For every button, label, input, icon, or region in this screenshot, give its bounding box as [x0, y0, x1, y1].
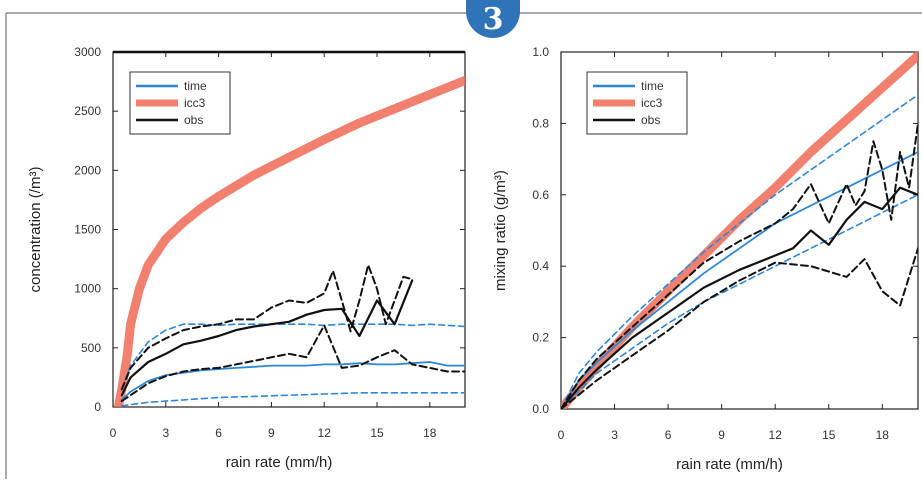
x-axis-label: rain rate (mm/h): [226, 454, 333, 471]
x-tick-label: 3: [611, 428, 618, 442]
x-tick-label: 3: [162, 426, 169, 440]
legend-label-time: time: [184, 79, 207, 93]
legend-label-icc3: icc3: [184, 96, 206, 110]
y-tick-label: 3000: [74, 45, 101, 59]
series-line-obs-upper: [122, 265, 412, 389]
y-tick-label: 2000: [74, 163, 101, 177]
x-tick-label: 0: [558, 428, 565, 442]
x-tick-label: 6: [215, 426, 222, 440]
y-tick-label: 0.4: [532, 259, 549, 273]
series-line-time-upper: [561, 95, 918, 409]
x-tick-label: 18: [423, 426, 437, 440]
y-tick-label: 0.2: [532, 331, 549, 345]
y-tick-label: 0.0: [532, 402, 549, 416]
concentration-panel: 0 3 6 9 12 15 18 0 500 1000 1500 2000 2500 3000 rain r…: [27, 45, 465, 471]
x-tick-label: 12: [769, 428, 783, 442]
mixing-ratio-panel: 0 3 6 9 12 15 18 0.0 0.2 0.4 0.6 0.8 1.0 rain rate (m…: [492, 45, 918, 473]
x-tick-label: 12: [318, 426, 332, 440]
legend-label-obs: obs: [184, 113, 203, 127]
x-tick-label: 0: [110, 426, 117, 440]
series-line-time-mean: [122, 362, 465, 400]
x-tick-label: 15: [370, 426, 384, 440]
y-tick-label: 500: [81, 341, 101, 355]
y-tick-label: 0.6: [532, 188, 549, 202]
y-tick-label: 2500: [74, 104, 101, 118]
series-line-obs-upper: [561, 123, 918, 409]
series-line-time-lower: [561, 195, 918, 409]
y-tick-label: 1.0: [532, 45, 549, 59]
y-tick-label: 0.8: [532, 116, 549, 130]
series-line-obs-lower: [561, 248, 918, 409]
legend-label-obs: obs: [641, 113, 660, 127]
y-axis-label: concentration (/m³): [27, 167, 44, 293]
x-tick-label: 18: [876, 428, 890, 442]
legend-label-time: time: [641, 79, 664, 93]
y-axis-label: mixing ratio (g/m³): [492, 170, 509, 291]
y-tick-label: 0: [94, 400, 101, 414]
y-tick-label: 1500: [74, 223, 101, 237]
x-axis-label: rain rate (mm/h): [676, 456, 783, 473]
series-line-time-lower: [122, 393, 465, 406]
x-tick-label: 6: [665, 428, 672, 442]
y-tick-label: 1000: [74, 282, 101, 296]
legend-label-icc3: icc3: [641, 96, 663, 110]
x-tick-label: 15: [822, 428, 836, 442]
x-tick-label: 9: [268, 426, 275, 440]
x-tick-label: 9: [718, 428, 725, 442]
